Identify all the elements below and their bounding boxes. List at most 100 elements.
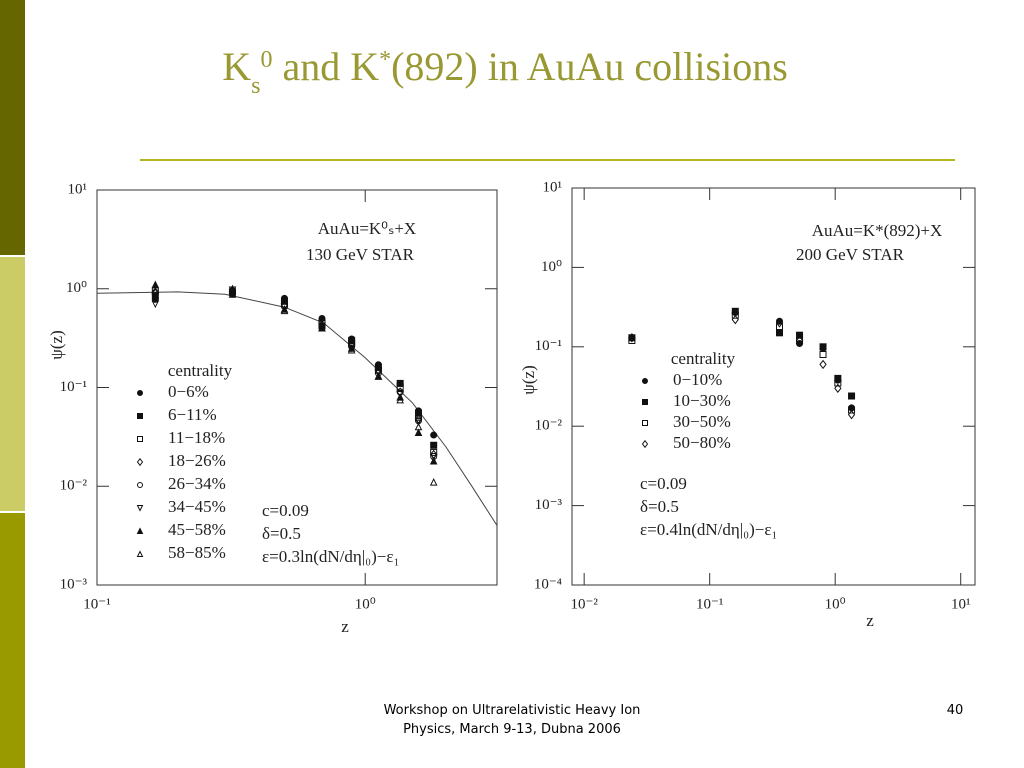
marker <box>628 337 636 345</box>
legend-label: 0−6% <box>168 382 209 401</box>
x-tick-label: 10¹ <box>951 596 971 612</box>
y-tick-label: 10⁻³ <box>60 576 88 592</box>
marker <box>847 409 856 420</box>
legend-label: 58−85% <box>168 543 226 562</box>
title-part: (892) in AuAu collisions <box>391 44 788 89</box>
marker <box>429 456 438 465</box>
marker <box>151 280 160 289</box>
marker <box>137 436 143 442</box>
marker <box>834 383 842 394</box>
marker <box>228 290 237 298</box>
parameter: ε=0.4ln(dN/dη|₀)−ε₁ <box>640 520 777 539</box>
marker <box>819 343 827 351</box>
marker <box>136 505 144 512</box>
marker <box>137 482 143 488</box>
x-tick-label: 10⁰ <box>355 596 376 612</box>
marker <box>848 406 856 414</box>
marker <box>834 374 842 382</box>
title-part: s <box>251 73 260 99</box>
parameter: c=0.09 <box>262 501 309 520</box>
side-bar <box>0 513 25 768</box>
marker <box>628 333 636 343</box>
marker <box>136 550 144 557</box>
marker <box>731 307 739 315</box>
side-bar <box>0 257 25 511</box>
y-tick-label: 10⁻² <box>60 478 88 494</box>
x-tick-label: 10⁻¹ <box>83 596 110 612</box>
x-tick-label: 10⁻¹ <box>696 596 723 612</box>
marker <box>414 428 423 437</box>
slide-title: Ks0 and K*(892) in AuAu collisions <box>222 44 788 99</box>
marker <box>819 350 827 358</box>
legend-label: 30−50% <box>673 412 731 431</box>
plots: 10⁻¹ 10⁰ 10⁻³ 10⁻² 10⁻¹ 10⁰ 10¹ z ψ(z) AuAu=K⁰ₛ+X… <box>47 179 976 636</box>
y-tick-label: 10⁻³ <box>535 497 563 513</box>
legend-label: 0−10% <box>673 370 722 389</box>
legend-label: 34−45% <box>168 497 226 516</box>
marker <box>396 390 404 399</box>
marker <box>775 329 783 337</box>
x-axis-label: z <box>341 617 349 636</box>
legend-label: 18−26% <box>168 451 226 470</box>
y-tick-label: 10¹ <box>68 181 88 197</box>
title-part: 0 <box>260 47 272 73</box>
y-axis-label: ψ(z) <box>47 330 66 360</box>
legend-title: centrality <box>168 361 233 380</box>
marker <box>151 288 159 296</box>
legend-label: 26−34% <box>168 474 226 493</box>
marker <box>834 379 842 387</box>
marker <box>414 418 423 426</box>
marker <box>228 284 237 293</box>
side-bar <box>0 0 25 255</box>
x-tick-label: 10⁻² <box>570 596 598 612</box>
marker <box>430 431 438 439</box>
x-axis-label: z <box>866 611 874 630</box>
marker <box>396 395 404 404</box>
marker <box>775 318 784 328</box>
y-axis-label: ψ(z) <box>519 365 538 395</box>
marker <box>848 392 856 400</box>
marker <box>280 306 289 315</box>
marker <box>641 439 649 449</box>
marker <box>731 311 739 319</box>
x-tick-label: 10⁰ <box>825 596 846 612</box>
parameter: δ=0.5 <box>640 497 679 516</box>
marker <box>429 478 438 486</box>
model-curve <box>96 291 498 526</box>
energy-label: 130 GeV STAR <box>306 245 415 264</box>
legend-title: centrality <box>671 349 736 368</box>
reaction-label: AuAu=K*(892)+X <box>812 221 943 240</box>
y-tick-label: 10⁻² <box>535 418 563 434</box>
legend-label: 10−30% <box>673 391 731 410</box>
marker <box>374 369 383 378</box>
marker <box>414 413 422 421</box>
marker <box>136 527 144 534</box>
y-tick-label: 10¹ <box>543 179 563 195</box>
parameter: δ=0.5 <box>262 524 301 543</box>
marker <box>347 345 356 354</box>
marker <box>429 453 438 461</box>
marker <box>795 335 804 346</box>
marker <box>374 372 383 380</box>
marker <box>396 384 404 391</box>
legend-label: 6−11% <box>168 405 217 424</box>
title-part: and K <box>272 44 379 89</box>
footer-line: Physics, March 9-13, Dubna 2006 <box>403 722 621 737</box>
marker <box>151 300 160 309</box>
legend-label: 50−80% <box>673 433 731 452</box>
y-tick-label: 10⁻⁴ <box>534 576 562 592</box>
marker <box>414 409 422 417</box>
marker <box>318 322 326 331</box>
marker <box>137 413 143 419</box>
y-tick-label: 10⁰ <box>541 259 562 275</box>
marker <box>430 448 438 456</box>
parameter: ε=0.3ln(dN/dη|₀)−ε₁ <box>262 547 399 566</box>
reaction-label: AuAu=K⁰ₛ+X <box>318 219 416 238</box>
marker <box>151 286 160 295</box>
legend-label: 45−58% <box>168 520 226 539</box>
marker <box>642 420 648 426</box>
footer-line: Workshop on Ultrarelativistic Heavy Ion <box>384 703 641 718</box>
legend-label: 11−18% <box>168 428 225 447</box>
marker <box>642 399 648 405</box>
